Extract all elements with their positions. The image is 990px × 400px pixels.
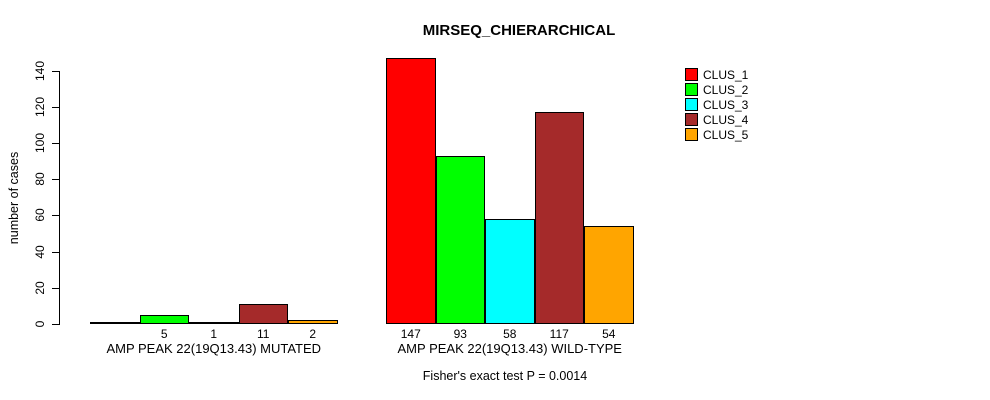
y-tick — [52, 107, 59, 108]
y-tick — [52, 324, 59, 325]
bar-value-label: 5 — [160, 327, 168, 341]
bar — [485, 219, 535, 324]
legend-label: CLUS_2 — [703, 82, 749, 97]
bar-value-label: 2 — [309, 327, 317, 341]
bar-value-label: 54 — [602, 327, 616, 341]
bar-value-label: 58 — [503, 327, 517, 341]
y-tick — [52, 71, 59, 72]
bar-value-label: 11 — [257, 327, 270, 341]
bar — [435, 156, 485, 324]
chart-title: MIRSEQ_CHIERARCHICAL — [422, 22, 616, 39]
bar — [288, 320, 338, 324]
y-tick — [52, 143, 59, 144]
y-tick — [52, 288, 59, 289]
group-label: AMP PEAK 22(19Q13.43) WILD-TYPE — [397, 341, 622, 356]
group-label: AMP PEAK 22(19Q13.43) MUTATED — [106, 341, 322, 356]
y-axis-label: number of cases — [7, 151, 21, 245]
y-tick-label: 120 — [33, 96, 47, 118]
legend: CLUS_1 CLUS_2 CLUS_3 CLUS_4 CLUS_5 — [685, 67, 748, 142]
legend-swatch — [685, 113, 698, 126]
legend-item: CLUS_2 — [685, 82, 748, 97]
legend-item: CLUS_3 — [685, 97, 748, 112]
y-tick-label: 100 — [33, 132, 47, 154]
bar-value-label: 1 — [210, 327, 218, 341]
legend-item: CLUS_1 — [685, 67, 748, 82]
y-tick-label: 140 — [33, 60, 47, 82]
legend-swatch — [685, 83, 698, 96]
legend-swatch — [685, 98, 698, 111]
y-tick-label: 80 — [33, 172, 47, 186]
legend-label: CLUS_5 — [703, 127, 749, 142]
legend-label: CLUS_1 — [703, 67, 749, 82]
y-axis-line — [59, 71, 60, 325]
legend-swatch — [685, 68, 698, 81]
legend-item: CLUS_5 — [685, 127, 748, 142]
legend-item: CLUS_4 — [685, 112, 748, 127]
bar — [90, 322, 140, 324]
bar — [386, 58, 436, 324]
y-tick — [52, 215, 59, 216]
legend-label: CLUS_4 — [703, 112, 749, 127]
bar — [189, 322, 239, 324]
y-tick-label: 0 — [33, 320, 47, 328]
bar — [584, 226, 634, 324]
bar-value-label: 147 — [400, 327, 421, 341]
legend-swatch — [685, 128, 698, 141]
bar — [534, 112, 584, 324]
legend-label: CLUS_3 — [703, 97, 749, 112]
bar — [139, 315, 189, 324]
y-tick-label: 60 — [33, 208, 47, 222]
bar-value-label: 117 — [549, 327, 569, 341]
y-tick-label: 40 — [33, 245, 47, 259]
y-tick-label: 20 — [33, 281, 47, 295]
y-tick — [52, 179, 59, 180]
fisher-test-note: Fisher's exact test P = 0.0014 — [422, 369, 588, 383]
bar-value-label: 93 — [453, 327, 467, 341]
y-tick — [52, 252, 59, 253]
bar — [238, 304, 288, 324]
